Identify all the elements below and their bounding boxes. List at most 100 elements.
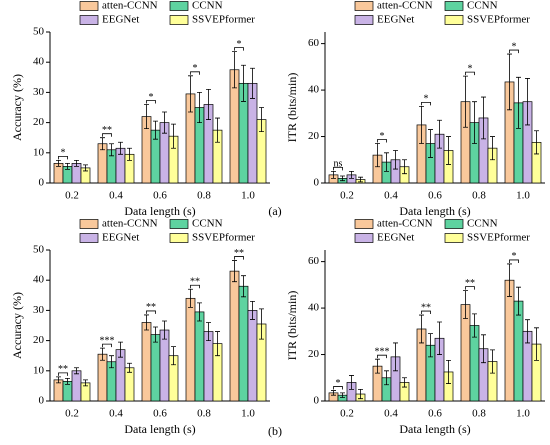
- legend-swatch: [79, 15, 99, 25]
- error-bar: [197, 92, 202, 123]
- legend-label: EEGNet: [377, 14, 414, 26]
- significance-bracket: [333, 166, 343, 171]
- significance-bracket: [146, 310, 156, 314]
- error-bar: [171, 346, 176, 366]
- significance-label: ***: [375, 346, 390, 357]
- x-tick-label: 0.2: [65, 408, 79, 420]
- x-tick-label: 1.0: [241, 190, 255, 202]
- bar: [247, 310, 258, 402]
- significance-label: *: [380, 131, 385, 142]
- significance-label: *: [237, 39, 242, 50]
- legend-swatch: [354, 1, 374, 11]
- error-bar: [507, 53, 512, 111]
- error-bar: [241, 275, 246, 298]
- error-bar: [349, 375, 354, 390]
- x-tick-label: 0.6: [153, 408, 167, 420]
- legend-label: SSVEPformer: [467, 232, 530, 244]
- error-bar: [197, 302, 202, 322]
- significance-label: **: [421, 302, 431, 313]
- significance-label: **: [58, 364, 68, 375]
- x-tick-label: 0.6: [428, 190, 442, 202]
- x-axis-label: Data length (s): [399, 422, 470, 436]
- x-axis-label: Data length (s): [124, 204, 195, 218]
- significance-bracket: [234, 47, 244, 51]
- error-bar: [259, 107, 264, 133]
- significance-label: *: [336, 378, 341, 389]
- y-axis-label: ITR (bits/min): [285, 291, 299, 361]
- error-bar: [331, 390, 336, 396]
- error-bar: [56, 159, 61, 167]
- error-bar: [241, 64, 246, 102]
- bar: [185, 297, 196, 402]
- error-bar: [393, 342, 398, 372]
- significance-label: ***: [100, 335, 115, 346]
- legend-swatch: [444, 219, 464, 229]
- significance-bracket: [146, 100, 156, 104]
- legend-label: CCNN: [192, 218, 223, 230]
- significance-label: *: [424, 94, 429, 105]
- y-tick-label: 0: [39, 177, 45, 189]
- x-tick-label: 0.8: [197, 190, 211, 202]
- y-axis-label: ITR (bits/min): [285, 73, 299, 143]
- significance-bracket: [509, 49, 519, 54]
- x-tick-label: 0.4: [384, 190, 398, 202]
- error-bar: [162, 111, 167, 134]
- significance-label: **: [234, 248, 244, 259]
- error-bar: [232, 51, 237, 89]
- x-tick-label: 1.0: [516, 408, 530, 420]
- x-tick-label: 0.8: [197, 408, 211, 420]
- y-axis-label: Accuracy (%): [10, 74, 24, 141]
- legend-label: SSVEPformer: [192, 232, 255, 244]
- x-tick-label: 0.6: [153, 190, 167, 202]
- error-bar: [83, 379, 88, 387]
- significance-bracket: [58, 372, 68, 376]
- error-bar: [56, 376, 61, 384]
- error-bar: [331, 170, 336, 179]
- error-bar: [402, 159, 407, 175]
- bar: [141, 322, 152, 402]
- x-tick-label: 0.8: [472, 190, 486, 202]
- significance-bracket: [421, 101, 431, 106]
- error-bar: [428, 129, 433, 158]
- bar: [460, 304, 471, 402]
- error-bar: [232, 260, 237, 283]
- bar: [203, 331, 214, 402]
- y-tick-label: 40: [33, 56, 45, 68]
- error-bar: [490, 349, 495, 374]
- error-bar: [419, 314, 424, 344]
- y-tick-label: 60: [308, 255, 320, 267]
- bar: [124, 367, 135, 402]
- error-bar: [490, 136, 495, 161]
- legend-swatch: [79, 219, 99, 229]
- x-tick-label: 1.0: [241, 408, 255, 420]
- error-bar: [375, 358, 380, 374]
- y-tick-label: 40: [308, 84, 320, 96]
- error-bar: [153, 120, 158, 140]
- error-bar: [109, 355, 114, 369]
- bar: [71, 370, 82, 402]
- bar: [159, 329, 170, 402]
- legend-swatch: [354, 15, 374, 25]
- error-bar: [144, 314, 149, 331]
- significance-label: *: [468, 63, 473, 74]
- significance-label: *: [149, 92, 154, 103]
- error-bar: [188, 288, 193, 308]
- legend-label: CCNN: [467, 0, 498, 12]
- error-bar: [206, 88, 211, 120]
- legend-label: EEGNet: [102, 14, 139, 26]
- bar: [229, 270, 240, 402]
- error-bar: [100, 137, 105, 151]
- legend-swatch: [79, 1, 99, 11]
- x-tick-label: 1.0: [516, 190, 530, 202]
- error-bar: [507, 263, 512, 297]
- error-bar: [428, 333, 433, 358]
- error-bar: [446, 136, 451, 165]
- y-tick-label: 20: [33, 334, 45, 346]
- error-bar: [65, 162, 70, 170]
- bar: [97, 353, 108, 402]
- x-axis-label: Data length (s): [399, 204, 470, 218]
- error-bar: [65, 377, 70, 385]
- error-bar: [340, 175, 345, 182]
- error-bar: [74, 367, 79, 375]
- legend-swatch: [169, 219, 189, 229]
